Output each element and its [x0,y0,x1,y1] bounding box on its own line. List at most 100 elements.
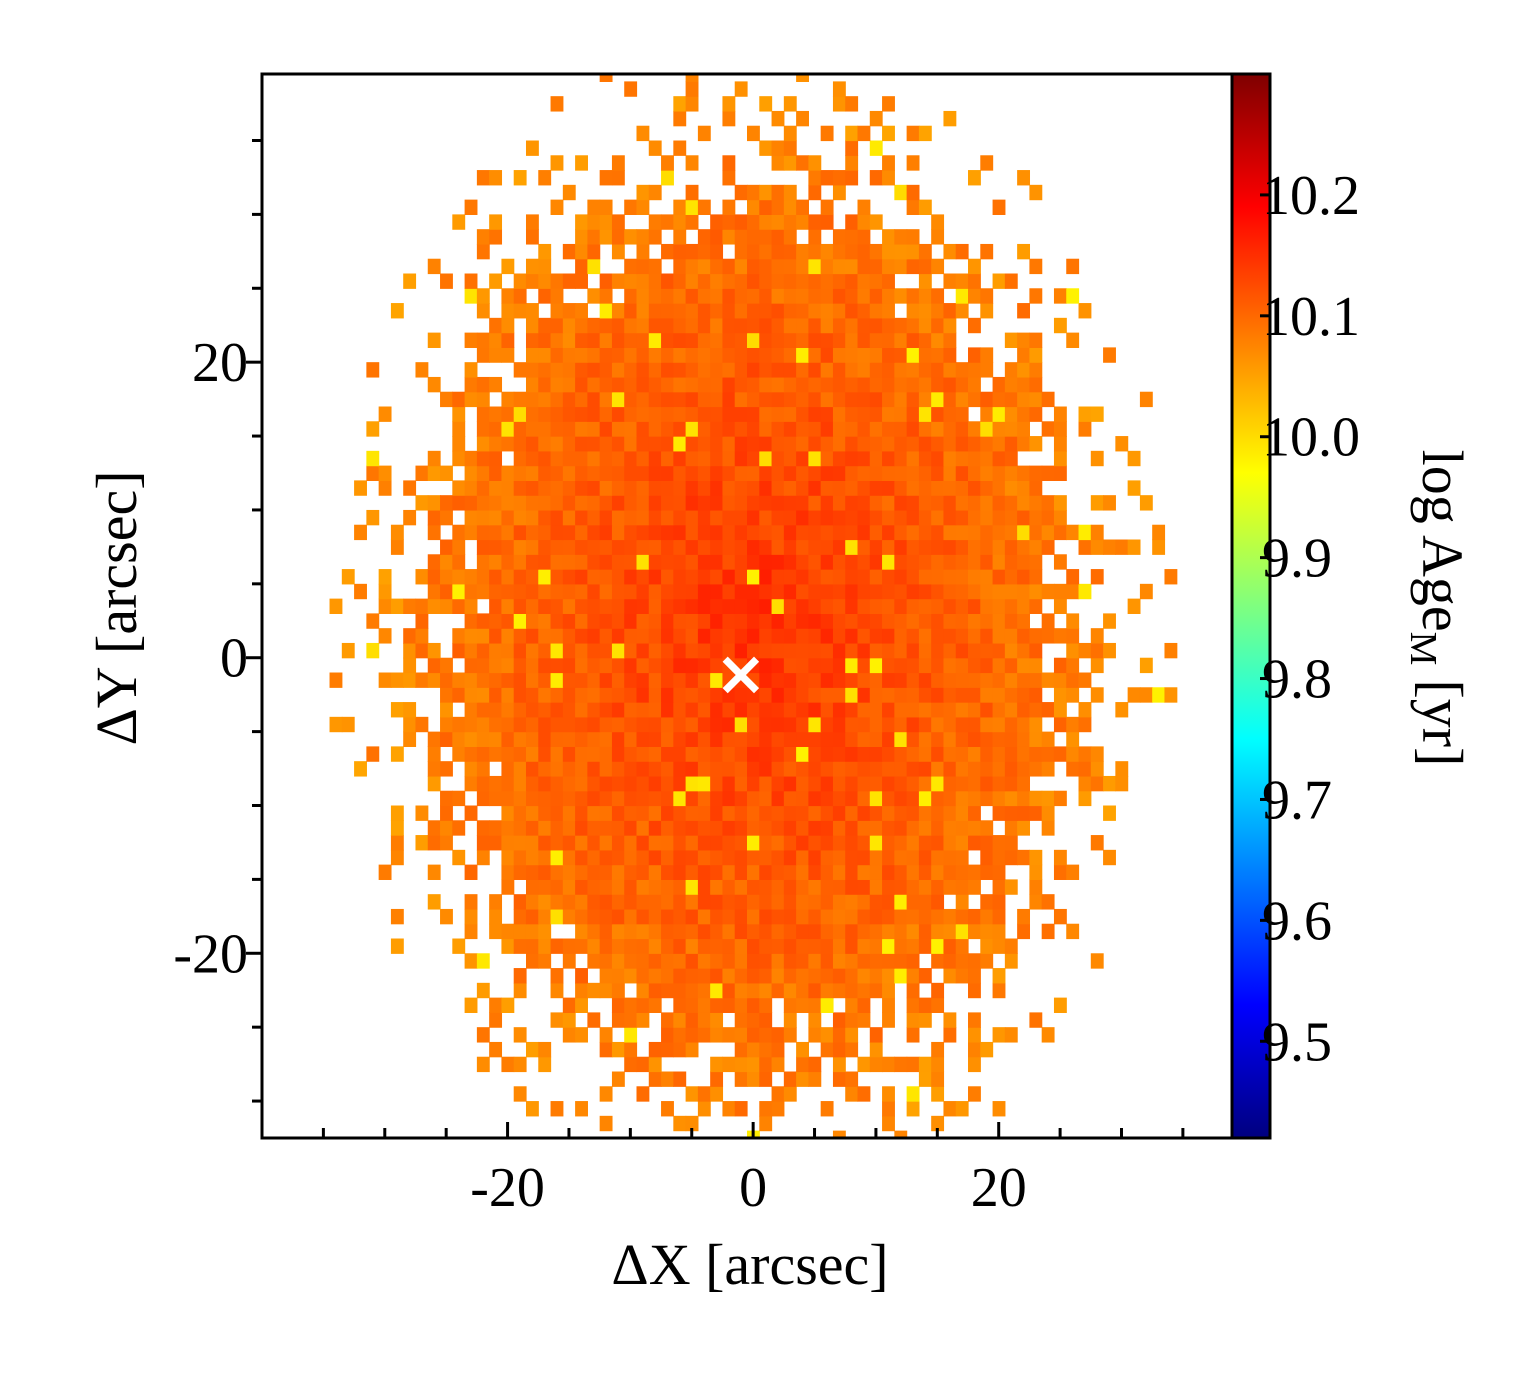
heatmap-cell [771,155,785,171]
heatmap-cell [906,894,920,910]
heatmap-cell [771,835,785,851]
heatmap-cell [845,214,859,230]
heatmap-cell [759,628,773,644]
heatmap-cell [943,480,957,496]
heatmap-cell [869,436,883,452]
heatmap-cell [697,835,711,851]
heatmap-cell [869,303,883,319]
heatmap-cell [943,450,957,467]
heatmap-cell [575,746,588,762]
heatmap-cell [968,731,981,747]
heatmap-cell [624,436,638,452]
heatmap-cell [882,539,895,555]
heatmap-cell [599,303,613,319]
heatmap-cell [747,761,760,777]
heatmap-cell [1041,820,1055,836]
heatmap-cell [955,953,969,969]
heatmap-cell [685,376,699,393]
heatmap-cell [992,199,1006,215]
heatmap-cell [624,790,638,807]
heatmap-cell [1041,465,1055,481]
heatmap-cell [452,524,466,541]
heatmap-cell [575,583,588,600]
heatmap-cell [869,982,883,999]
heatmap-cell [673,273,687,289]
heatmap-cell [759,583,773,600]
heatmap-cell [611,155,625,171]
heatmap-cell [648,583,662,600]
heatmap-cell [747,495,760,511]
heatmap-cell [771,864,785,880]
heatmap-cell [1041,894,1055,910]
x-tick-label: -20 [470,1157,545,1219]
heatmap-cell [1029,761,1043,777]
heatmap-cell [918,628,932,644]
heatmap-cell [783,140,797,156]
heatmap-cell [661,362,674,378]
heatmap-cell [869,465,883,481]
heatmap-cell [673,376,687,393]
heatmap-cell [882,835,895,851]
heatmap-cell [918,968,932,984]
heatmap-cell [452,436,466,452]
heatmap-cell [931,436,945,452]
heatmap-cell [918,583,932,600]
heatmap-cell [832,583,846,600]
heatmap-cell [906,716,920,733]
heatmap-cell [685,332,699,348]
heatmap-cell [771,1041,785,1058]
heatmap-cell [796,480,809,496]
heatmap-cell [562,583,576,600]
heatmap-cell [955,598,969,614]
heatmap-cell [980,835,994,851]
heatmap-cell [906,835,920,851]
heatmap-cell [820,997,834,1013]
heatmap-cell [1066,628,1080,644]
heatmap-cell [1066,716,1080,733]
heatmap-cell [1041,628,1055,644]
heatmap-cell [1029,362,1043,378]
heatmap-cell [968,376,981,393]
heatmap-cell [452,421,466,437]
heatmap-cell [832,923,846,940]
heatmap-cell [857,849,871,866]
heatmap-cell [390,702,404,718]
heatmap-cell [550,968,564,984]
heatmap-cell [587,214,601,230]
heatmap-cell [783,613,797,629]
heatmap-cell [1103,642,1116,659]
heatmap-cell [771,110,785,127]
heatmap-cell [918,199,932,215]
heatmap-cell [894,391,908,408]
heatmap-cell [734,569,748,585]
heatmap-cell [931,894,945,910]
heatmap-cell [734,1027,748,1043]
heatmap-cell [354,480,367,496]
heatmap-cell [697,864,711,880]
heatmap-cell [599,761,613,777]
heatmap-cell [648,465,662,481]
heatmap-cell [1029,672,1043,688]
heatmap-cell [685,775,699,792]
heatmap-cell [476,731,490,747]
heatmap-cell [464,775,478,792]
heatmap-cell [918,303,932,319]
heatmap-cell [882,347,895,363]
heatmap-cell [1017,657,1031,674]
heatmap-cell [562,702,576,718]
heatmap-cell [636,243,650,260]
heatmap-cell [759,687,773,703]
heatmap-cell [955,273,969,289]
heatmap-cell [550,879,564,895]
heatmap-cell [992,539,1006,555]
heatmap-cell [1066,258,1080,275]
heatmap-cell [587,406,601,422]
heatmap-cell [894,376,908,393]
heatmap-cell [575,805,588,821]
heatmap-cell [710,716,724,733]
heatmap-cell [869,775,883,792]
heatmap-cell [808,421,822,437]
heatmap-cell [562,731,576,747]
heatmap-cell [906,1027,920,1043]
